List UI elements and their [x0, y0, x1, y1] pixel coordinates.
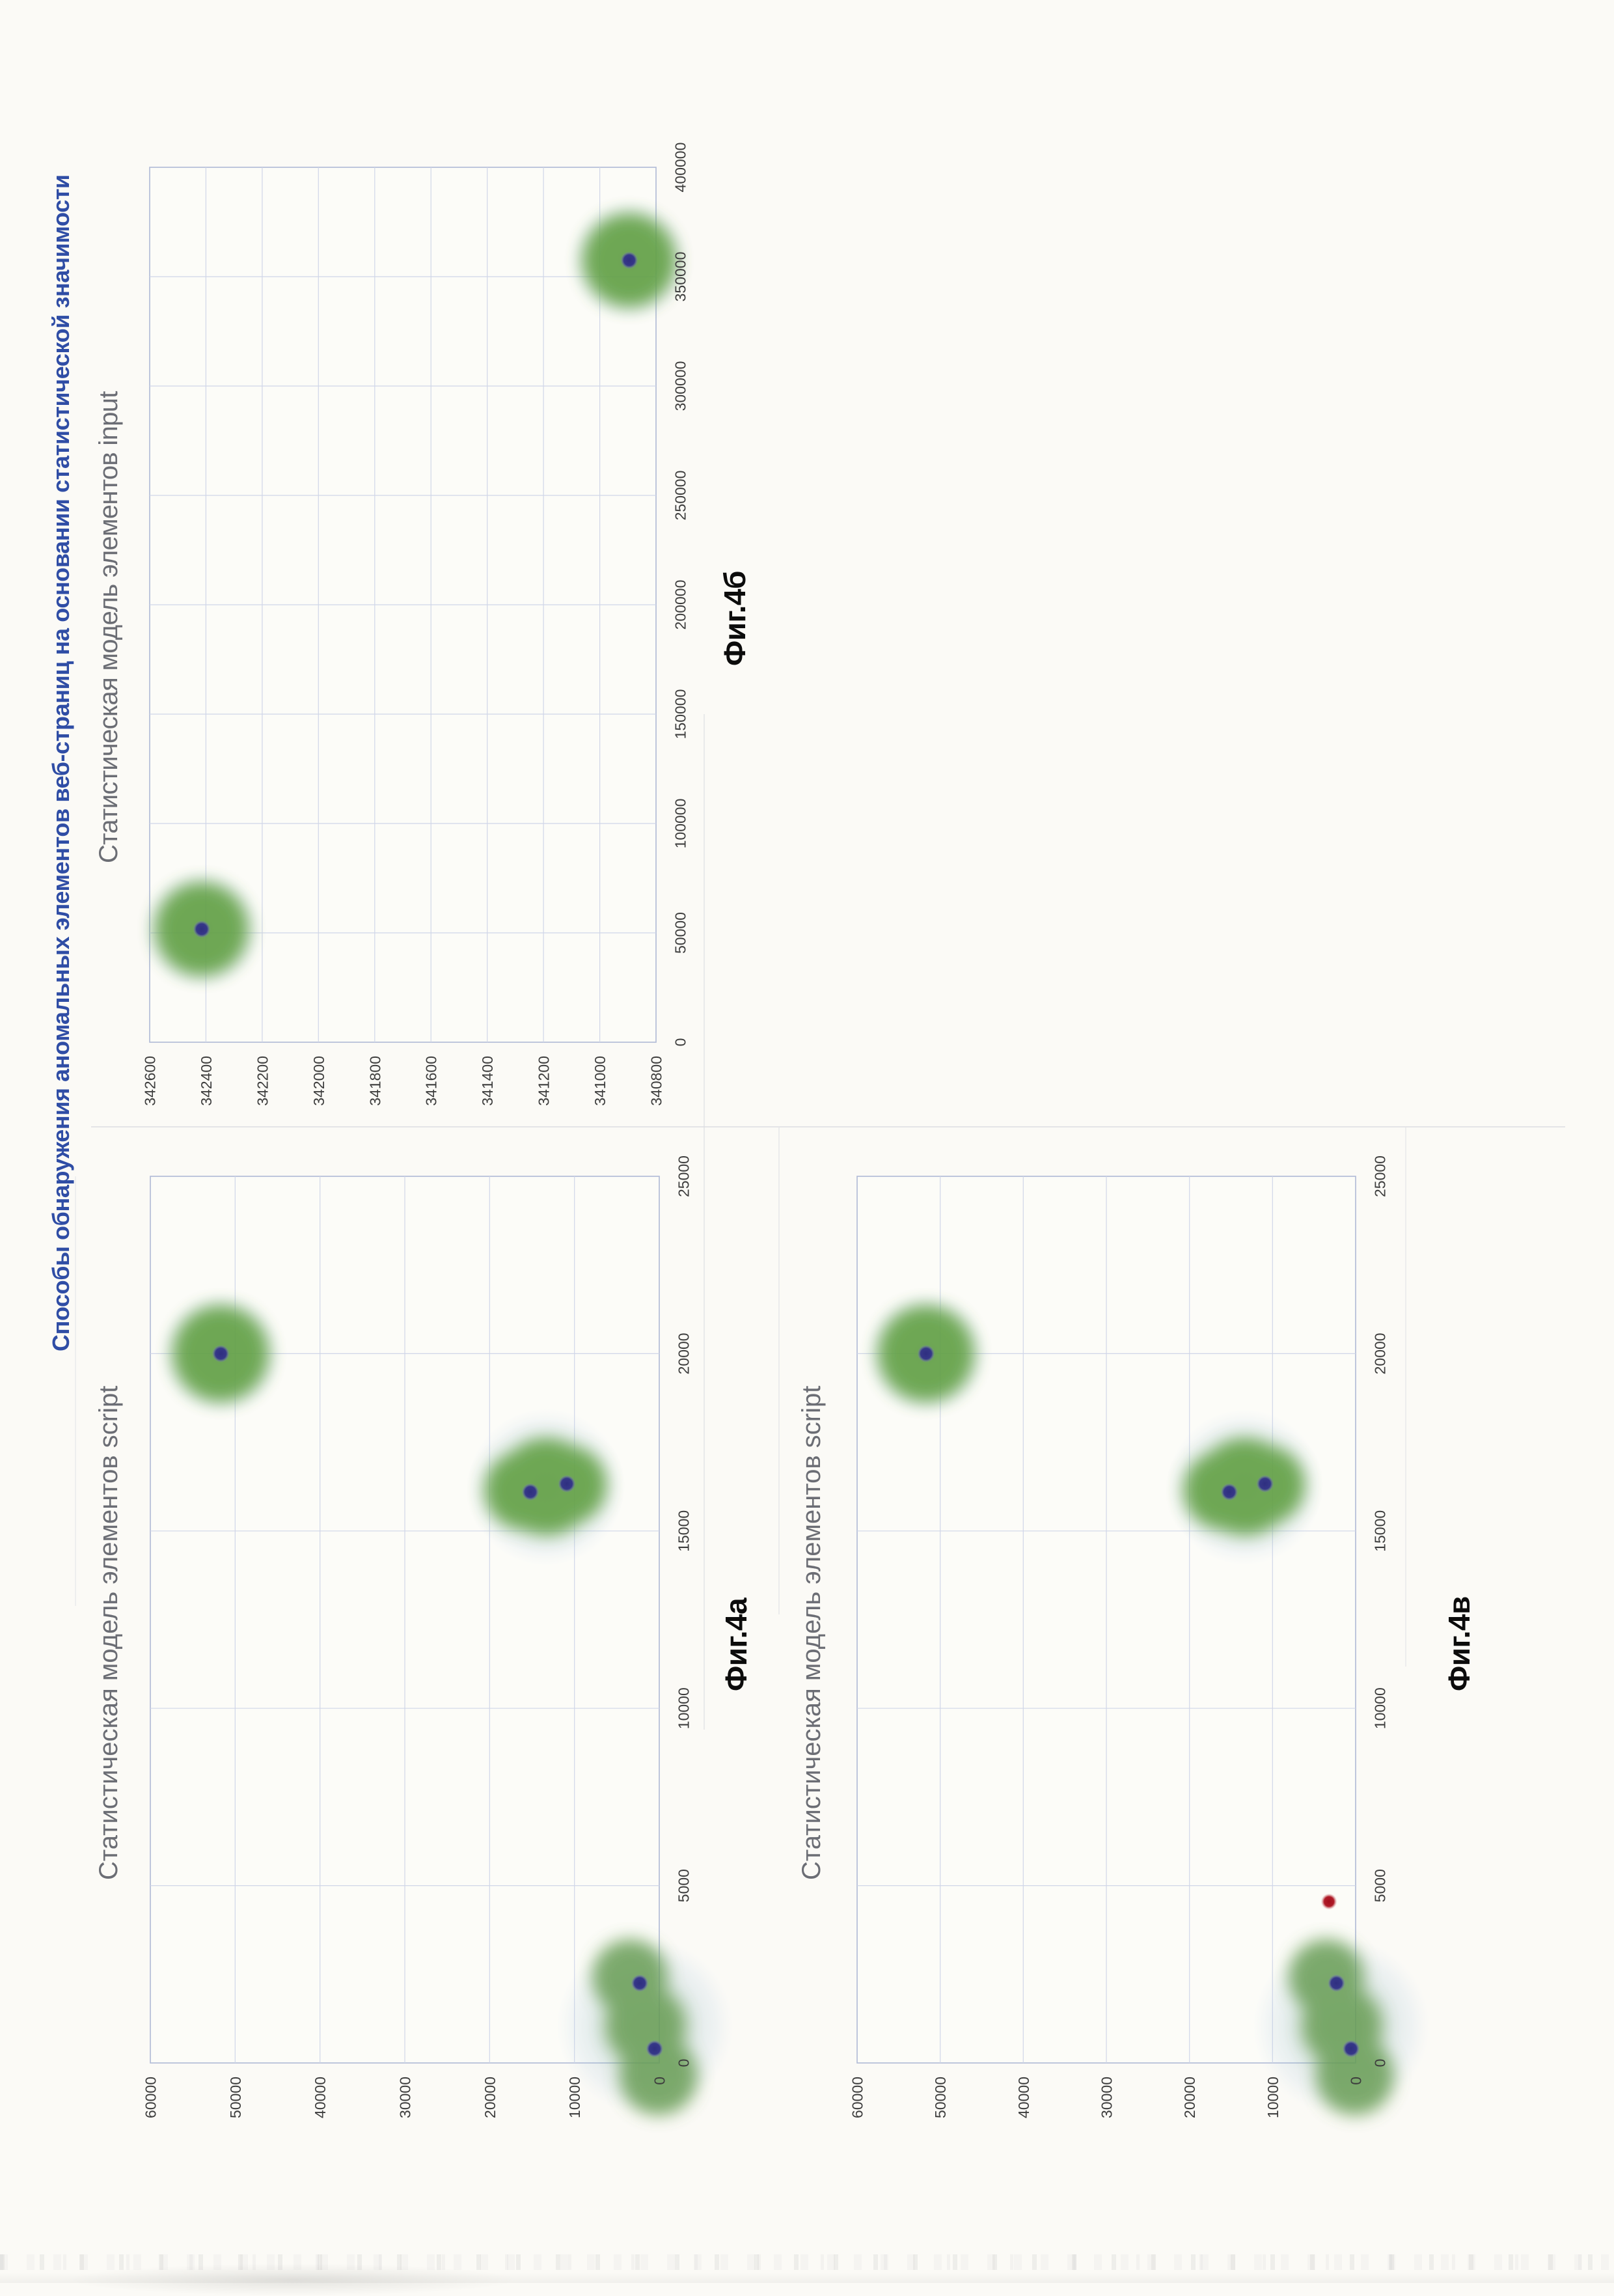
svg-text:50000: 50000: [672, 912, 689, 954]
svg-text:20000: 20000: [1372, 1333, 1389, 1374]
svg-text:50000: 50000: [227, 2077, 244, 2118]
svg-text:342400: 342400: [198, 1056, 215, 1106]
svg-text:341600: 341600: [423, 1056, 440, 1106]
svg-text:30000: 30000: [397, 2077, 414, 2118]
svg-text:10000: 10000: [566, 2077, 583, 2118]
svg-text:5000: 5000: [1372, 1869, 1389, 1902]
svg-text:340800: 340800: [648, 1056, 665, 1106]
svg-text:341000: 341000: [592, 1056, 609, 1106]
svg-text:0: 0: [1372, 2059, 1389, 2068]
svg-text:10000: 10000: [1265, 2077, 1281, 2118]
svg-text:342000: 342000: [310, 1056, 327, 1106]
svg-text:0: 0: [651, 2077, 668, 2085]
svg-text:341400: 341400: [479, 1056, 496, 1106]
svg-text:20000: 20000: [1181, 2077, 1198, 2118]
svg-text:0: 0: [672, 1038, 689, 1047]
svg-text:300000: 300000: [672, 361, 689, 411]
svg-text:15000: 15000: [676, 1510, 692, 1552]
svg-text:40000: 40000: [312, 2077, 329, 2118]
svg-text:0: 0: [1348, 2077, 1365, 2085]
svg-text:10000: 10000: [1372, 1687, 1389, 1729]
svg-text:250000: 250000: [672, 471, 689, 521]
svg-text:0: 0: [676, 2059, 692, 2068]
svg-text:341800: 341800: [366, 1056, 383, 1106]
svg-text:10000: 10000: [676, 1687, 692, 1729]
svg-text:20000: 20000: [482, 2077, 499, 2118]
svg-text:100000: 100000: [672, 799, 689, 849]
svg-text:20000: 20000: [676, 1333, 692, 1374]
svg-text:15000: 15000: [1372, 1510, 1389, 1552]
svg-text:60000: 60000: [143, 2077, 159, 2118]
svg-text:400000: 400000: [672, 143, 689, 193]
svg-text:50000: 50000: [932, 2077, 949, 2118]
svg-text:200000: 200000: [672, 580, 689, 630]
svg-text:342600: 342600: [142, 1056, 159, 1106]
svg-text:341200: 341200: [536, 1056, 553, 1106]
svg-text:25000: 25000: [1372, 1155, 1389, 1197]
svg-text:60000: 60000: [849, 2077, 866, 2118]
svg-text:30000: 30000: [1099, 2077, 1115, 2118]
svg-text:25000: 25000: [676, 1155, 692, 1197]
svg-text:5000: 5000: [676, 1869, 692, 1902]
svg-text:350000: 350000: [672, 252, 689, 302]
svg-text:342200: 342200: [254, 1056, 271, 1106]
svg-text:150000: 150000: [672, 689, 689, 740]
svg-text:40000: 40000: [1015, 2077, 1032, 2118]
